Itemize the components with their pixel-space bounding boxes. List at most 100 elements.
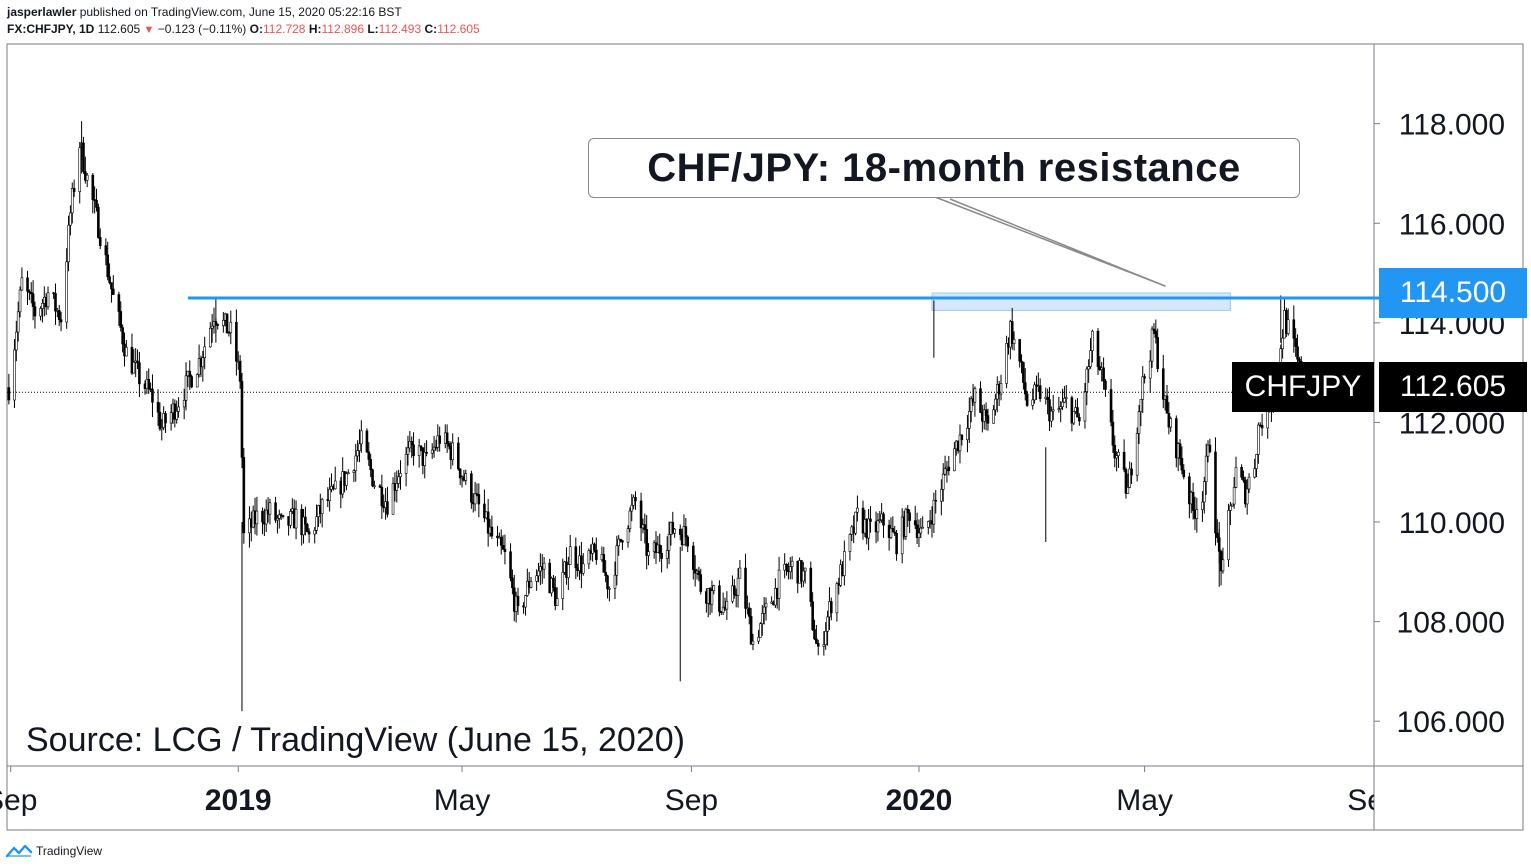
candle-body xyxy=(169,412,173,424)
candle-body xyxy=(777,569,781,599)
candle-body xyxy=(1169,418,1173,428)
candle-body xyxy=(1150,328,1154,362)
candle-body xyxy=(984,409,988,416)
candle-body xyxy=(673,528,676,534)
symbol-label[interactable]: FX:CHFJPY, 1D xyxy=(7,22,95,36)
candle-body xyxy=(710,590,714,605)
candle-body xyxy=(934,499,938,502)
candle-body xyxy=(104,245,108,256)
candle-body xyxy=(277,514,281,519)
candle-body xyxy=(882,513,885,526)
candle-body xyxy=(665,550,669,559)
candle-body xyxy=(1296,346,1299,360)
chart-border xyxy=(6,43,1524,831)
candle-body xyxy=(1286,319,1290,334)
candle-body xyxy=(477,494,481,505)
candle-body xyxy=(1035,384,1038,387)
candle-body xyxy=(595,549,598,561)
candle-body xyxy=(762,606,766,614)
candle-body xyxy=(16,311,20,333)
candle-body xyxy=(18,289,22,313)
candle-body xyxy=(826,616,829,632)
candle-body xyxy=(904,508,908,537)
candle-body xyxy=(943,468,947,475)
candle-body xyxy=(921,526,924,529)
price-change: −0.123 (−0.11%) xyxy=(157,22,247,36)
candle-body xyxy=(658,544,662,554)
candle-body xyxy=(744,567,747,609)
candle-body xyxy=(790,560,794,567)
candle-body xyxy=(632,497,635,506)
candle-body xyxy=(1191,492,1195,511)
candle-body xyxy=(386,501,389,515)
candle-body xyxy=(634,497,637,502)
candle-body xyxy=(529,581,533,588)
candle-body xyxy=(240,381,244,458)
candle-body xyxy=(33,306,37,317)
candle-body xyxy=(490,526,494,537)
candle-body xyxy=(132,361,136,374)
candle-body xyxy=(160,427,164,430)
candle-body xyxy=(824,630,828,645)
candle-body xyxy=(1113,444,1117,459)
candle-body xyxy=(738,567,742,579)
candle-body xyxy=(1109,389,1113,423)
candle-body xyxy=(785,563,788,571)
candle-body xyxy=(458,468,462,479)
candle-body xyxy=(1188,476,1191,505)
candle-body xyxy=(229,321,233,334)
candle-body xyxy=(647,551,650,556)
candle-body xyxy=(156,401,160,413)
high-value: 112.896 xyxy=(321,22,365,36)
candle-body xyxy=(261,510,264,523)
last-price: 112.605 xyxy=(97,22,141,36)
candle-body xyxy=(809,567,813,603)
candle-body xyxy=(630,504,634,512)
candle-body xyxy=(328,489,331,501)
candle-body xyxy=(992,409,995,424)
candle-body xyxy=(188,370,192,377)
candle-body xyxy=(158,411,162,430)
candle-body xyxy=(15,331,18,351)
resistance-zone-rect xyxy=(931,292,1231,311)
candle-body xyxy=(1087,366,1090,370)
candle-body xyxy=(367,451,371,460)
candle-body xyxy=(31,293,35,307)
candle-body xyxy=(1089,350,1092,367)
candle-body xyxy=(430,449,434,454)
candle-body xyxy=(1216,532,1219,538)
current-price-tag: 112.605 xyxy=(1379,362,1527,412)
candle-body xyxy=(125,347,128,357)
candle-body xyxy=(313,530,317,535)
candle-body xyxy=(97,207,100,238)
candle-body xyxy=(369,459,372,470)
candle-body xyxy=(895,532,898,555)
candle-body xyxy=(524,595,527,608)
candle-body xyxy=(1242,476,1245,481)
candle-body xyxy=(725,600,729,610)
candle-body xyxy=(958,434,962,452)
candle-body xyxy=(1245,488,1249,505)
time-axis[interactable]: Sep 2019 May Sep 2020 May Sep xyxy=(0,766,1401,817)
y-tick-label: 116.000 xyxy=(1399,208,1505,241)
open-value: 112.728 xyxy=(262,22,306,36)
candle-body xyxy=(1260,424,1264,429)
price-axis[interactable]: 106.000108.000110.000112.000114.000116.0… xyxy=(1374,109,1505,740)
candle-body xyxy=(581,563,585,574)
candle-body xyxy=(761,613,764,625)
candle-body xyxy=(802,570,805,582)
candle-body xyxy=(1124,469,1128,494)
candle-body xyxy=(72,188,76,192)
candle-body xyxy=(953,448,956,472)
candle-body xyxy=(749,616,753,645)
candle-body xyxy=(1063,397,1066,403)
candle-body xyxy=(1096,330,1100,367)
candle-body xyxy=(999,383,1003,395)
candle-body xyxy=(294,508,298,529)
candle-body xyxy=(718,585,721,612)
candle-body xyxy=(856,507,859,513)
candle-body xyxy=(1232,487,1236,505)
x-tick-label: Sep xyxy=(665,784,718,817)
author-name[interactable]: jasperlawler xyxy=(7,5,77,19)
tradingview-footer[interactable]: TradingView xyxy=(6,840,102,862)
